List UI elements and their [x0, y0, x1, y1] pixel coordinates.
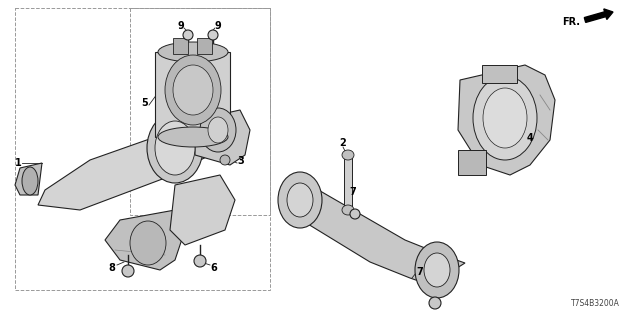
Circle shape: [208, 30, 218, 40]
Ellipse shape: [342, 205, 354, 215]
Ellipse shape: [165, 55, 221, 125]
Text: 5: 5: [141, 98, 148, 108]
Ellipse shape: [155, 121, 195, 175]
Ellipse shape: [22, 167, 38, 195]
Ellipse shape: [208, 117, 228, 143]
Ellipse shape: [424, 253, 450, 287]
Polygon shape: [170, 175, 235, 245]
Text: 9: 9: [178, 21, 184, 31]
FancyArrow shape: [584, 9, 613, 22]
Ellipse shape: [415, 242, 459, 298]
Circle shape: [220, 155, 230, 165]
Text: 8: 8: [109, 263, 115, 273]
Text: 9: 9: [214, 21, 221, 31]
Ellipse shape: [342, 150, 354, 160]
Bar: [482, 65, 517, 83]
Ellipse shape: [130, 221, 166, 265]
Text: 7: 7: [417, 267, 424, 277]
Text: 7: 7: [349, 187, 356, 197]
Bar: [15, 8, 270, 290]
Bar: [155, 52, 230, 137]
Circle shape: [429, 297, 441, 309]
Polygon shape: [285, 188, 465, 285]
Ellipse shape: [173, 65, 213, 115]
Ellipse shape: [483, 88, 527, 148]
Text: 2: 2: [340, 138, 346, 148]
Ellipse shape: [158, 127, 228, 147]
Polygon shape: [105, 210, 185, 270]
Ellipse shape: [278, 172, 322, 228]
Polygon shape: [38, 130, 230, 210]
Polygon shape: [15, 163, 42, 195]
Ellipse shape: [473, 76, 537, 160]
Circle shape: [350, 209, 360, 219]
Text: 6: 6: [211, 263, 218, 273]
Text: 3: 3: [237, 156, 244, 166]
Circle shape: [194, 255, 206, 267]
Circle shape: [183, 30, 193, 40]
Ellipse shape: [158, 42, 228, 62]
Bar: [130, 8, 270, 215]
Ellipse shape: [200, 108, 236, 152]
Text: FR.: FR.: [562, 17, 580, 27]
Circle shape: [122, 265, 134, 277]
Text: T7S4B3200A: T7S4B3200A: [571, 299, 620, 308]
Polygon shape: [458, 65, 555, 175]
Bar: [173, 38, 188, 54]
Text: 1: 1: [15, 158, 21, 168]
Ellipse shape: [287, 183, 313, 217]
Bar: [197, 38, 212, 54]
Bar: [458, 150, 486, 175]
Bar: [344, 155, 352, 210]
Ellipse shape: [147, 113, 203, 183]
Polygon shape: [195, 110, 250, 165]
Text: 4: 4: [527, 133, 533, 143]
